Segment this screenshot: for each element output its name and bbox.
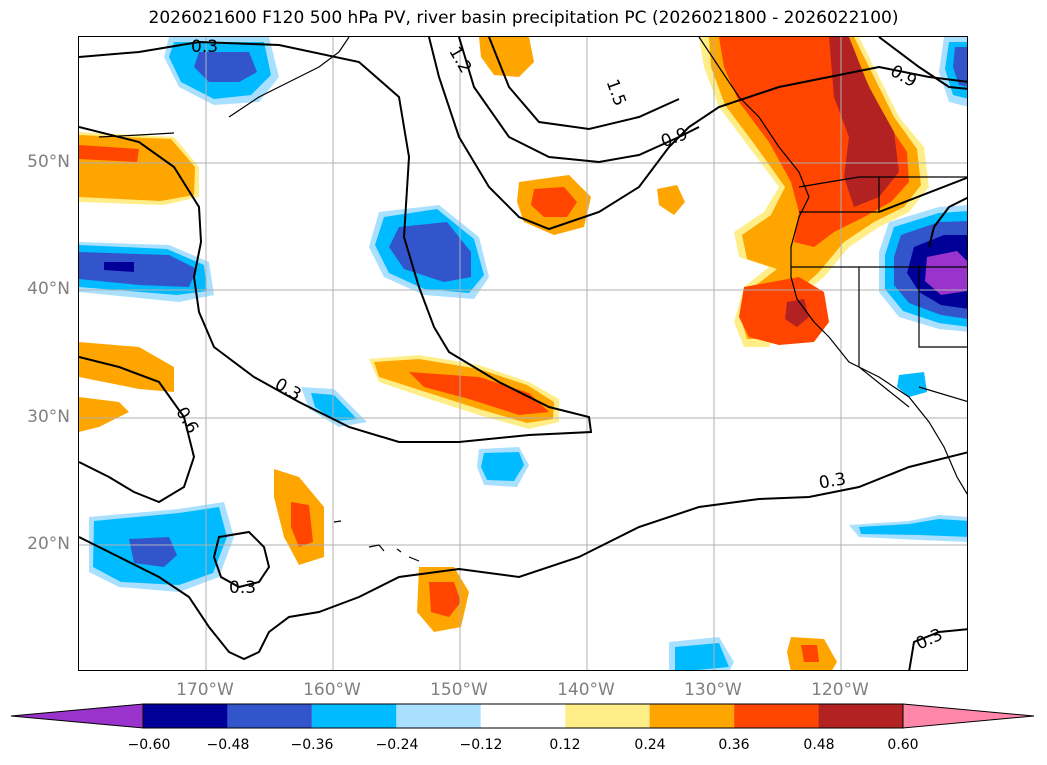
colorbar-tick-label: 0.12 [549,737,581,753]
lat-label: 20°N [27,534,70,554]
colorbar-extend-right [902,703,1035,729]
lat-label: 30°N [27,407,70,427]
colorbar-segment [818,704,903,728]
colorbar-segment [734,704,819,728]
lon-label: 130°W [684,680,742,700]
page-title: 2026021600 F120 500 hPa PV, river basin … [148,8,899,28]
colorbar-tick-label: −0.12 [459,737,503,753]
contour-label: 0.3 [913,625,946,655]
pv-contours [79,37,967,670]
colorbar-segment [143,704,228,728]
colorbar-segment [311,704,397,728]
colorbar-tick-label: −0.60 [127,737,171,753]
colorbar [10,703,1035,729]
colorbar-tick-label: −0.36 [290,737,334,753]
contour-label: 0.9 [887,61,920,92]
colorbar-extend-left [10,703,144,729]
colorbar-tick-label: −0.48 [206,737,250,753]
colorbar-segment [396,704,481,728]
lon-label: 120°W [811,680,869,700]
contour-label: 0.3 [229,578,256,598]
contour-label: 0.3 [191,37,218,57]
colorbar-tick-label: 0.24 [634,737,666,753]
map-panel: 0.3 1.2 1.5 0.9 0.9 0.3 0.6 0.3 0.3 0.3 [78,36,968,671]
colorbar-outline [142,703,904,729]
colorbar-segment [649,704,735,728]
graticule [79,37,967,670]
lat-label: 50°N [27,152,70,172]
lat-label: 40°N [27,279,70,299]
colorbar-tick-label: 0.48 [803,737,835,753]
contour-label: 0.6 [171,404,202,437]
contour-label: 0.9 [658,124,690,152]
colorbar-tick-label: −0.24 [375,737,419,753]
contour-label: 0.3 [817,469,847,493]
contour-label: 0.3 [271,374,304,405]
precip-shading [79,37,967,670]
colorbar-tick-label: 0.60 [887,737,919,753]
contour-label: 1.2 [444,43,475,76]
colorbar-tick-label: 0.36 [718,737,750,753]
lon-label: 160°W [303,680,361,700]
lon-label: 170°W [176,680,234,700]
colorbar-segment [565,704,650,728]
colorbar-segment [227,704,312,728]
contour-label: 1.5 [602,77,630,109]
colorbar-segment [480,704,566,728]
map-canvas: 0.3 1.2 1.5 0.9 0.9 0.3 0.6 0.3 0.3 0.3 [79,37,967,670]
lon-label: 140°W [557,680,615,700]
lon-label: 150°W [430,680,488,700]
